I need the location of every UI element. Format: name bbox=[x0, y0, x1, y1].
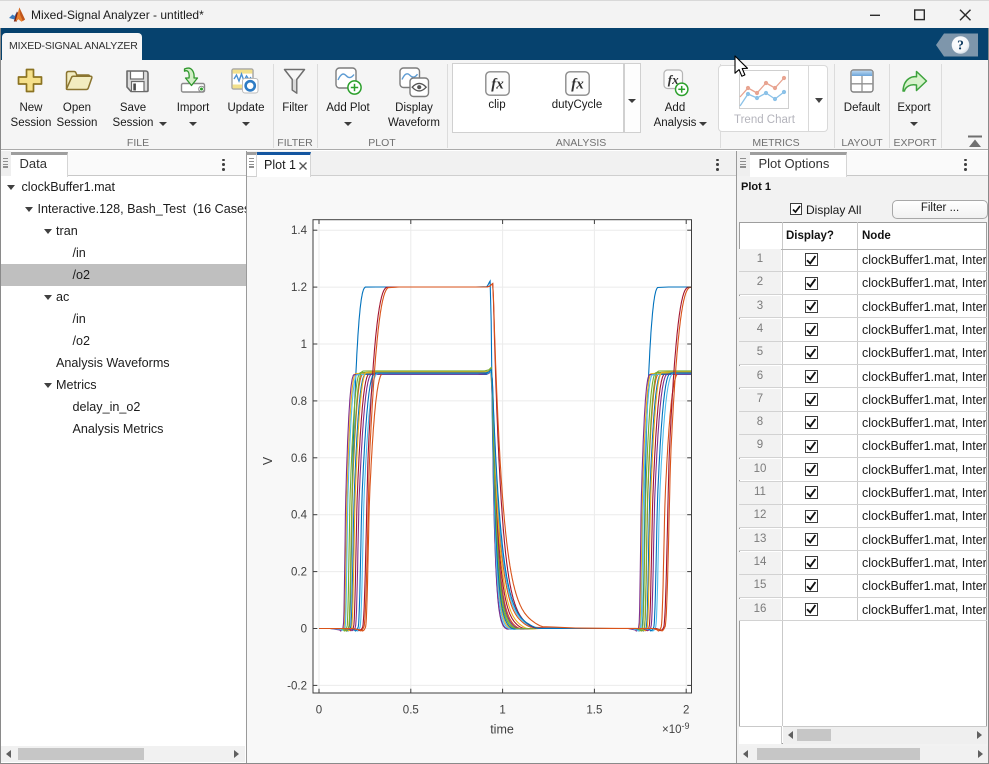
svg-text:0: 0 bbox=[301, 624, 307, 636]
svg-text:2: 2 bbox=[683, 705, 689, 717]
svg-text:0: 0 bbox=[316, 705, 322, 717]
svg-text:1: 1 bbox=[499, 705, 505, 717]
svg-text:?: ? bbox=[957, 38, 964, 53]
svg-text:0.5: 0.5 bbox=[403, 705, 419, 717]
svg-text:1.2: 1.2 bbox=[291, 282, 307, 294]
svg-text:V: V bbox=[261, 456, 275, 465]
svg-text:fx: fx bbox=[668, 72, 679, 87]
svg-text:0.8: 0.8 bbox=[291, 396, 307, 408]
svg-text:-0.2: -0.2 bbox=[287, 680, 307, 692]
svg-text:1.4: 1.4 bbox=[291, 225, 308, 237]
svg-text:0.6: 0.6 bbox=[291, 453, 307, 465]
svg-text:1: 1 bbox=[301, 339, 307, 351]
svg-text:fx: fx bbox=[571, 77, 584, 93]
svg-text:×10-9: ×10-9 bbox=[662, 721, 690, 736]
svg-text:0.4: 0.4 bbox=[291, 510, 308, 522]
svg-text:time: time bbox=[490, 723, 514, 737]
svg-text:0.2: 0.2 bbox=[291, 567, 307, 579]
svg-text:1.5: 1.5 bbox=[586, 705, 602, 717]
svg-text:fx: fx bbox=[491, 77, 504, 93]
